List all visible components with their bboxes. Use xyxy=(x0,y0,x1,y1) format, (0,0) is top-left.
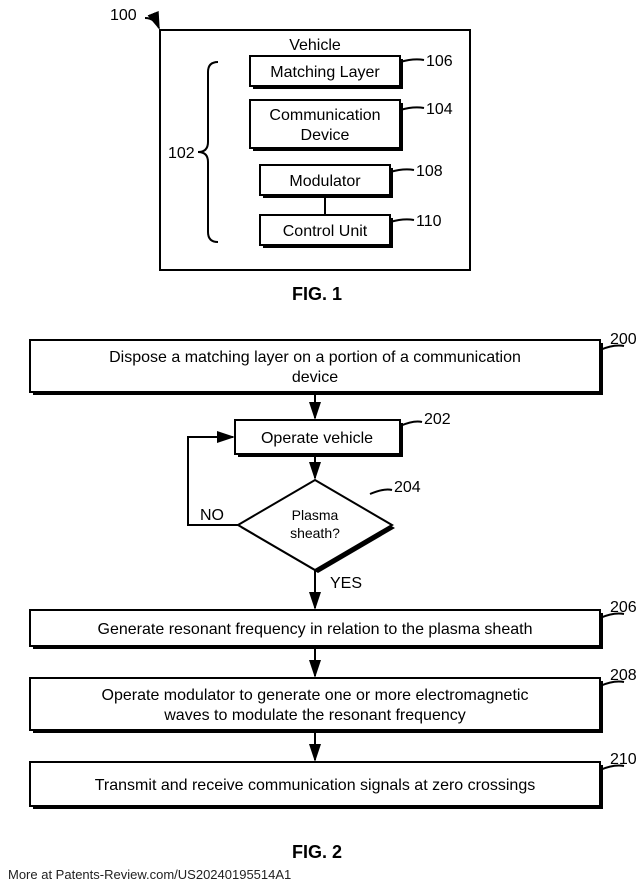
leader-110 xyxy=(390,219,414,222)
box-matching-layer: Matching Layer xyxy=(250,56,403,89)
ref-102: 102 xyxy=(168,145,195,162)
ref-200: 200 xyxy=(610,331,637,348)
control-unit-label: Control Unit xyxy=(283,223,368,240)
step-208: Operate modulator to generate one or mor… xyxy=(30,678,603,733)
step208-line2: waves to modulate the resonant frequency xyxy=(163,707,466,724)
ref-108: 108 xyxy=(416,163,443,180)
step202-label: Operate vehicle xyxy=(261,430,373,447)
step206-line1: Generate resonant frequency in relation … xyxy=(98,621,533,638)
ref-100: 100 xyxy=(110,7,137,24)
comm-device-label2: Device xyxy=(301,127,350,144)
step208-line1: Operate modulator to generate one or mor… xyxy=(102,687,529,704)
modulator-label: Modulator xyxy=(289,173,361,190)
matching-layer-label: Matching Layer xyxy=(270,64,380,81)
step-206: Generate resonant frequency in relation … xyxy=(30,610,603,649)
ref-202: 202 xyxy=(424,411,451,428)
ref-210: 210 xyxy=(610,751,637,768)
step204-line1: Plasma xyxy=(292,507,339,523)
step-210: Transmit and receive communication signa… xyxy=(30,762,603,809)
box-modulator: Modulator xyxy=(260,165,393,198)
footer-text: More at Patents-Review.com/US20240195514… xyxy=(8,867,291,882)
leader-106 xyxy=(400,59,424,62)
ref-208: 208 xyxy=(610,667,637,684)
leader-104 xyxy=(400,107,424,110)
fig2-caption: FIG. 2 xyxy=(292,842,342,862)
vehicle-title: Vehicle xyxy=(289,37,341,54)
ref-110: 110 xyxy=(416,213,442,230)
step-200: Dispose a matching layer on a portion of… xyxy=(30,340,603,395)
ref-100-leader xyxy=(145,18,159,28)
ref-206: 206 xyxy=(610,599,637,616)
brace-102 xyxy=(198,62,218,242)
fig1-caption: FIG. 1 xyxy=(292,284,342,304)
fig2: Dispose a matching layer on a portion of… xyxy=(30,331,637,862)
label-yes: YES xyxy=(330,575,362,592)
leader-108 xyxy=(390,169,414,172)
label-no: NO xyxy=(200,507,224,524)
leader-204 xyxy=(370,490,392,495)
fig1: 100 Vehicle 102 Matching Layer 106 Commu… xyxy=(110,7,470,304)
ref-204: 204 xyxy=(394,479,421,496)
step204-line2: sheath? xyxy=(290,525,340,541)
comm-device-label1: Communication xyxy=(269,107,380,124)
step210-line1: Transmit and receive communication signa… xyxy=(95,777,535,794)
step200-line1: Dispose a matching layer on a portion of… xyxy=(109,349,521,366)
step-202: Operate vehicle xyxy=(235,420,403,457)
box-comm-device: Communication Device xyxy=(250,100,403,151)
step200-line2: device xyxy=(292,369,338,386)
leader-202 xyxy=(400,422,422,427)
box-control-unit: Control Unit xyxy=(260,215,393,248)
ref-104: 104 xyxy=(426,101,453,118)
ref-106: 106 xyxy=(426,53,453,70)
